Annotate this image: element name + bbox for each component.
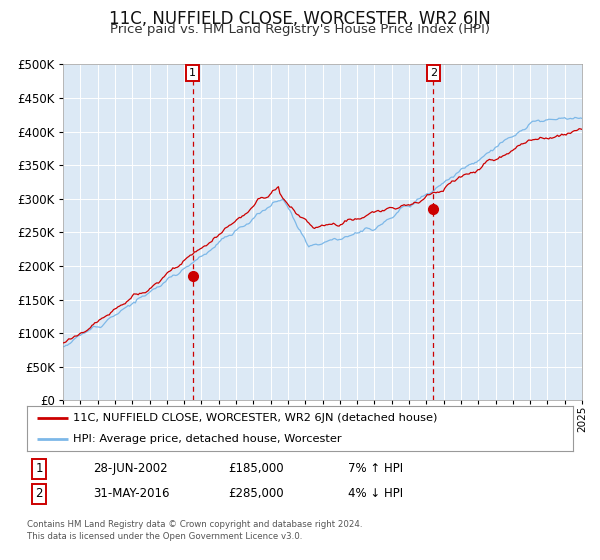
Text: Price paid vs. HM Land Registry's House Price Index (HPI): Price paid vs. HM Land Registry's House …	[110, 23, 490, 36]
Text: This data is licensed under the Open Government Licence v3.0.: This data is licensed under the Open Gov…	[27, 532, 302, 541]
Text: Contains HM Land Registry data © Crown copyright and database right 2024.: Contains HM Land Registry data © Crown c…	[27, 520, 362, 529]
Text: HPI: Average price, detached house, Worcester: HPI: Average price, detached house, Worc…	[73, 433, 342, 444]
Text: 2: 2	[430, 68, 437, 78]
Text: 28-JUN-2002: 28-JUN-2002	[93, 462, 167, 475]
Text: £185,000: £185,000	[228, 462, 284, 475]
Text: 2: 2	[35, 487, 43, 501]
Text: 11C, NUFFIELD CLOSE, WORCESTER, WR2 6JN: 11C, NUFFIELD CLOSE, WORCESTER, WR2 6JN	[109, 10, 491, 28]
Text: 1: 1	[189, 68, 196, 78]
Text: 7% ↑ HPI: 7% ↑ HPI	[348, 462, 403, 475]
Text: 4% ↓ HPI: 4% ↓ HPI	[348, 487, 403, 501]
Text: £285,000: £285,000	[228, 487, 284, 501]
Text: 11C, NUFFIELD CLOSE, WORCESTER, WR2 6JN (detached house): 11C, NUFFIELD CLOSE, WORCESTER, WR2 6JN …	[73, 413, 438, 423]
Text: 1: 1	[35, 462, 43, 475]
Text: 31-MAY-2016: 31-MAY-2016	[93, 487, 170, 501]
